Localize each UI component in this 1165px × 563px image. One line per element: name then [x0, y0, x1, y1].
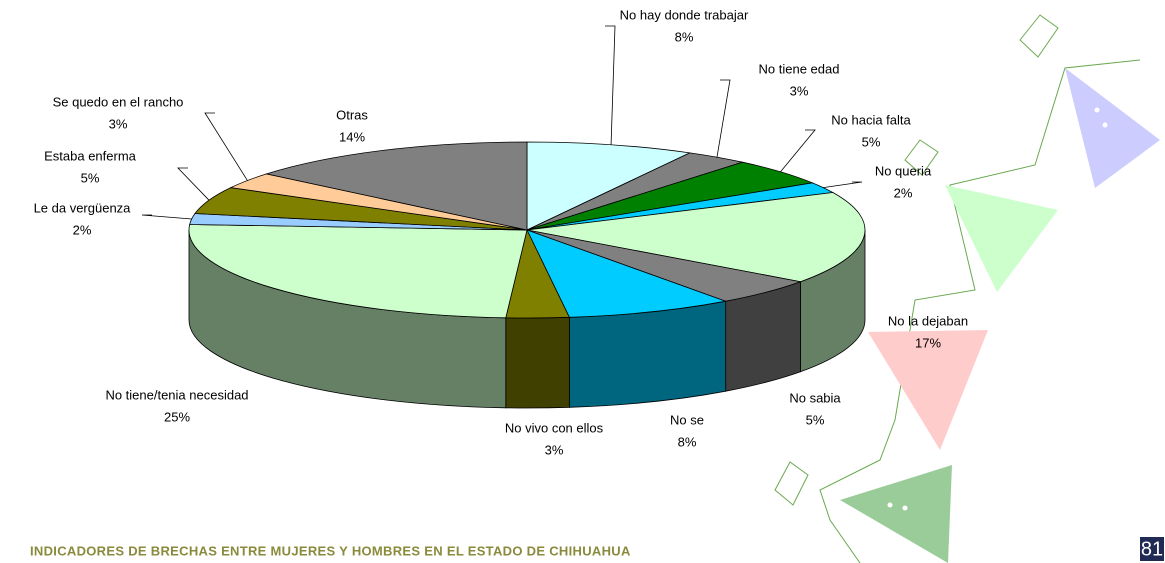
- slice-value: 8%: [675, 29, 694, 44]
- slice-label: No hacia falta: [831, 112, 911, 127]
- slice-side: [506, 317, 570, 408]
- slice-value: 2%: [894, 185, 913, 200]
- slice-value: 25%: [164, 409, 190, 424]
- slice-value: 3%: [545, 442, 564, 457]
- page-number: 81: [1141, 538, 1163, 560]
- page: INDICADORES DE BRECHAS ENTRE MUJERES Y H…: [0, 0, 1165, 563]
- slice-label: No tiene/tenia necesidad: [105, 387, 248, 402]
- slice-value: 5%: [806, 412, 825, 427]
- slice-value: 17%: [915, 335, 941, 350]
- slice-label: No tiene edad: [759, 61, 840, 76]
- leader-line: [781, 130, 815, 172]
- slice-value: 5%: [81, 170, 100, 185]
- leader-line: [178, 168, 209, 200]
- slice-value: 3%: [790, 83, 809, 98]
- decor-triangle: [945, 185, 1058, 292]
- slice-label: Le da vergüenza: [34, 200, 132, 215]
- slice-side: [569, 301, 725, 407]
- leader-line: [205, 113, 247, 181]
- slice-value: 8%: [678, 434, 697, 449]
- footer-text: INDICADORES DE BRECHAS ENTRE MUJERES Y H…: [30, 543, 631, 558]
- pie: [189, 142, 865, 408]
- slice-label: Otras: [336, 107, 368, 122]
- slice-label: No se: [670, 412, 704, 427]
- decor-triangle: [1065, 68, 1160, 188]
- leader-line: [142, 215, 192, 219]
- slice-value: 2%: [73, 222, 92, 237]
- slice-label: No la dejaban: [888, 313, 968, 328]
- slice-label: Se quedo en el rancho: [53, 94, 184, 109]
- slice-label: No hay donde trabajar: [620, 7, 749, 22]
- slice-label: No vivo con ellos: [505, 420, 604, 435]
- decor-triangle: [840, 465, 952, 563]
- slice-value: 14%: [339, 129, 365, 144]
- slice-value: 5%: [862, 134, 881, 149]
- leader-line: [717, 80, 730, 157]
- slice-label: Estaba enferma: [44, 148, 137, 163]
- leader-line: [823, 182, 862, 188]
- slice-label: No sabia: [789, 390, 841, 405]
- slice-label: No queria: [875, 163, 932, 178]
- decor-diamond: [1020, 15, 1058, 57]
- leader-line: [605, 26, 615, 145]
- slice-value: 3%: [109, 116, 128, 131]
- decor-diamond: [775, 462, 808, 505]
